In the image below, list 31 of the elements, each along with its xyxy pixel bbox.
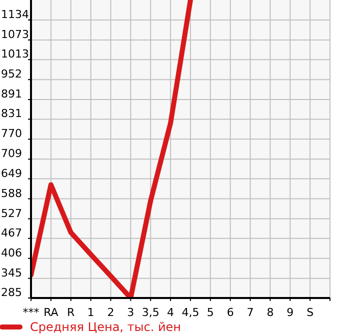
y-tick-label: 527 [1,206,22,220]
x-tick-label: *** [22,306,40,319]
x-tick-label: 3 [127,306,134,319]
x-tick-label: S [306,306,314,319]
y-tick-label: 1073 [1,28,29,41]
y-tick-label: 1013 [1,48,29,61]
x-tick-label: 4 [167,306,174,319]
y-tick-label: 709 [1,147,22,160]
y-tick-label: 285 [1,286,22,299]
x-tick-label: 6 [226,306,234,319]
y-tick-label: 831 [1,107,22,120]
legend-label: Средняя Цена, тыс. йен [30,320,182,334]
x-tick-label: 8 [266,306,274,319]
x-tick-label: 4,5 [182,306,200,319]
x-tick-label: 3,5 [142,306,160,319]
x-tick-label: R [67,306,76,319]
y-tick-label: 345 [1,266,22,280]
x-tick-label: 1 [87,306,94,319]
y-tick-label: 467 [1,226,22,240]
y-tick-label: 770 [1,127,22,140]
x-tick-label: 7 [246,306,254,319]
x-tick-label: RA [44,306,59,319]
x-tick-label: 2 [107,306,114,319]
y-tick-label: 1134 [1,8,29,21]
y-tick-label: 588 [1,186,22,200]
x-tick-label: 5 [206,306,214,319]
y-tick-label: 649 [1,166,22,180]
y-tick-label: 952 [1,68,22,81]
x-tick-label: 9 [286,306,294,319]
y-tick-label: 406 [1,246,22,260]
y-tick-label: 891 [1,88,22,101]
